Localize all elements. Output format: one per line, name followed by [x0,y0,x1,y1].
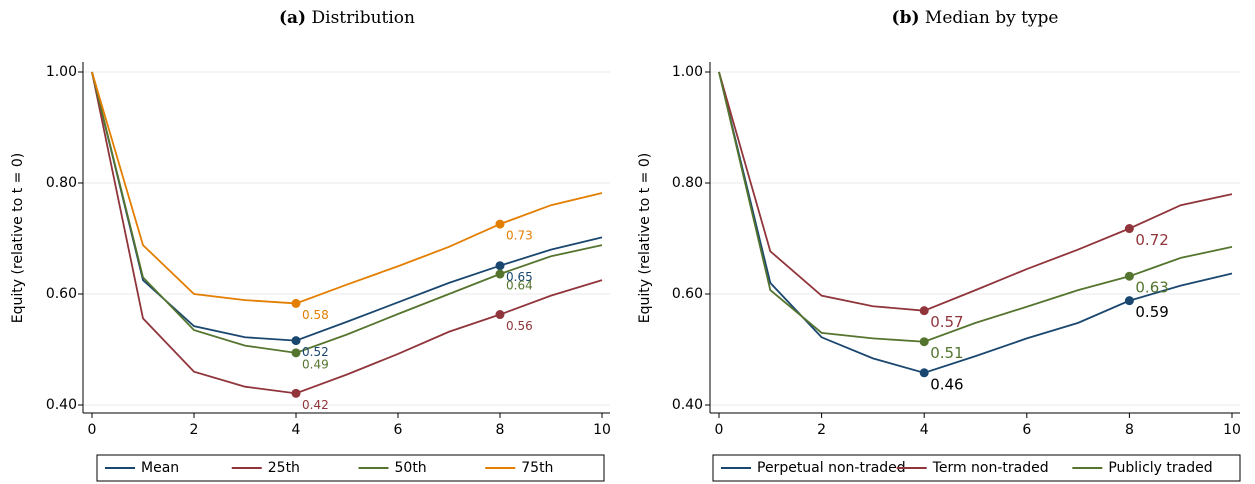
series-line [91,71,603,305]
x-tick-label: 8 [1125,422,1134,438]
legend-label: Term non-traded [932,460,1049,476]
legend-label: Publicly traded [1108,460,1212,476]
x-tick-label: 8 [496,422,505,438]
point-marker [495,261,505,271]
point-marker [1124,296,1134,306]
point-marker [919,337,929,347]
y-tick-label: 0.40 [46,397,77,413]
point-marker [291,298,301,308]
x-tick-label: 2 [190,422,199,438]
point-marker [495,219,505,229]
x-tick-label: 0 [715,422,724,438]
series-line [91,71,603,342]
x-tick-label: 0 [88,422,97,438]
point-marker [291,336,301,346]
point-marker [291,388,301,398]
value-label: 0.51 [930,344,963,362]
panel: (a) Distribution Equity (relative to t = … [10,8,611,482]
panel-name: Median by type [925,8,1059,28]
value-label: 0.73 [506,229,533,243]
point-marker [495,269,505,279]
y-tick-label: 0.80 [672,175,703,191]
legend-label: 50th [395,460,427,476]
x-tick-label: 4 [292,422,301,438]
legend-box [712,454,1241,482]
legend-label: Perpetual non-traded [757,460,906,476]
point-marker [919,306,929,316]
series-line [718,71,1233,312]
value-label: 0.49 [302,357,329,371]
value-label: 0.57 [930,313,963,331]
y-tick-label: 0.60 [672,286,703,302]
y-axis-title: Equity (relative to t = 0) [10,153,26,323]
value-label: 0.42 [302,398,329,412]
panel: (b) Median by type Equity (relative to t … [637,8,1241,482]
value-label: 0.63 [1135,279,1168,297]
legend-box [96,454,605,482]
value-label: 0.52 [302,345,329,359]
series-line [91,71,603,354]
legend-label: 75th [521,460,553,476]
y-axis-title: Equity (relative to t = 0) [637,153,653,323]
x-tick-label: 10 [1223,422,1241,438]
x-tick-label: 4 [920,422,929,438]
legend-label: 25th [268,460,300,476]
point-marker [1124,271,1134,281]
panel-title: (b) Median by type [892,8,1059,28]
value-label: 0.46 [930,375,963,393]
series-line [718,71,1233,374]
x-tick-label: 10 [593,422,611,438]
series-line [91,71,603,395]
y-tick-label: 1.00 [672,64,703,80]
point-marker [1124,224,1134,234]
x-tick-label: 6 [1022,422,1031,438]
value-label: 0.58 [302,308,329,322]
value-label: 0.65 [506,270,533,284]
x-tick-label: 2 [817,422,826,438]
point-marker [291,348,301,358]
panel-name: Distribution [312,8,416,28]
y-tick-label: 1.00 [46,64,77,80]
point-marker [919,368,929,378]
y-tick-label: 0.40 [672,397,703,413]
point-marker [495,310,505,320]
panel-title: (a) Distribution [279,8,415,28]
value-label: 0.64 [506,279,533,293]
y-tick-label: 0.80 [46,175,77,191]
value-label: 0.72 [1135,231,1168,249]
panel-letter: (a) [279,8,306,28]
value-label: 0.59 [1135,303,1168,321]
y-tick-label: 0.60 [46,286,77,302]
series-line [718,71,1233,343]
x-tick-label: 6 [394,422,403,438]
legend-label: Mean [141,460,179,476]
value-label: 0.56 [506,319,533,333]
panel-letter: (b) [892,8,920,28]
